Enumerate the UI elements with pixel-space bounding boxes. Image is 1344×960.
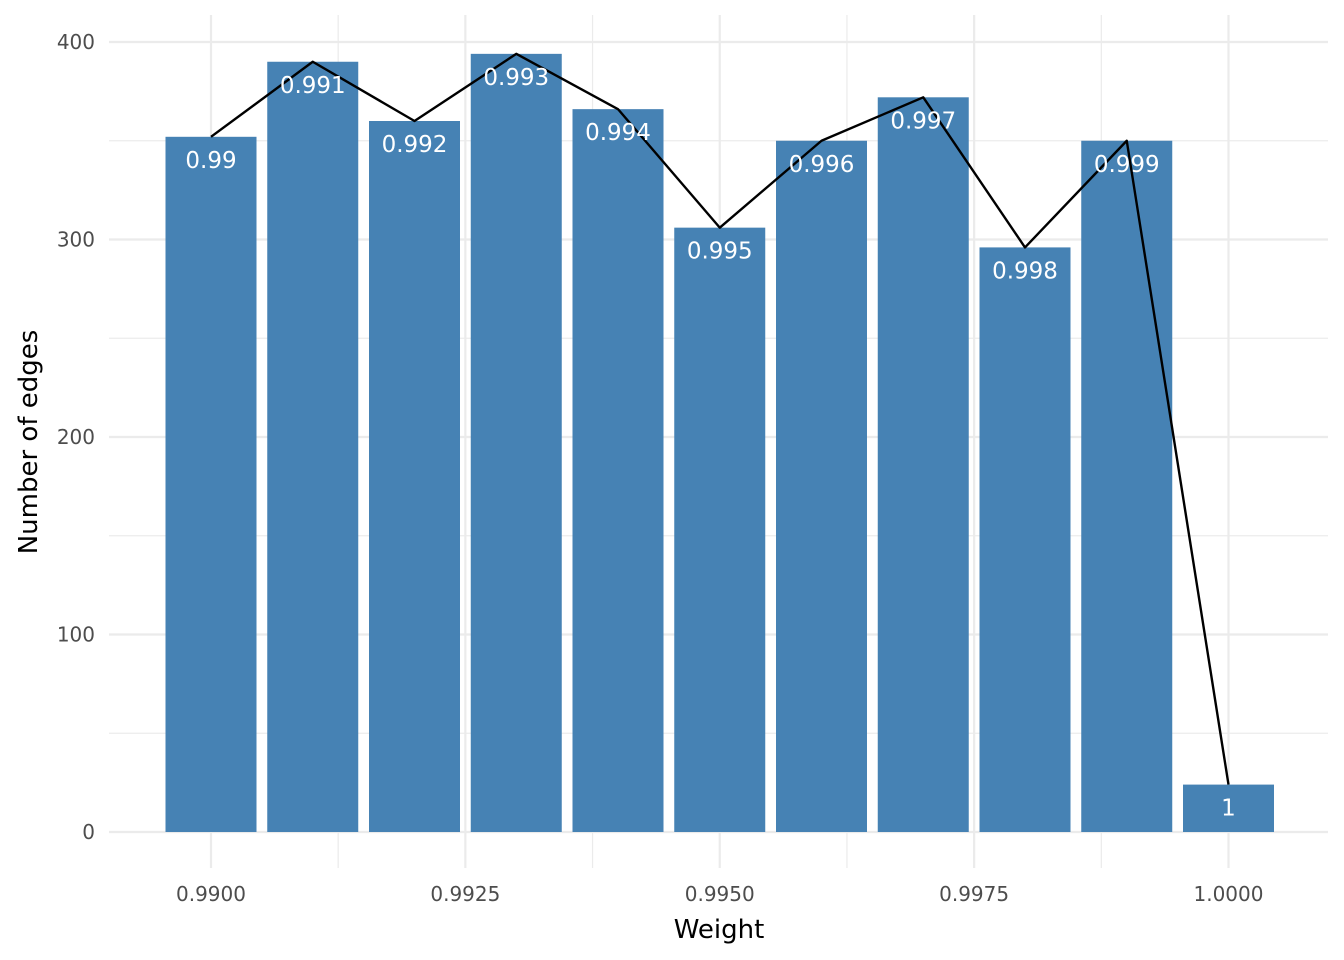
bar-value-label: 0.998 bbox=[992, 258, 1058, 284]
bar-value-label: 0.996 bbox=[789, 152, 855, 178]
bar bbox=[369, 121, 460, 832]
bar bbox=[267, 61, 359, 832]
bars bbox=[165, 53, 1274, 833]
tick-labels: 0 100 200 300 400 0.9900 0.9925 0.9950 0.9975 1.0… bbox=[57, 30, 1264, 906]
y-tick-label: 100 bbox=[57, 623, 95, 647]
x-tick-label: 0.9925 bbox=[430, 882, 500, 906]
trend-line bbox=[210, 52, 1230, 785]
bar bbox=[165, 136, 257, 833]
bar-value-label: 0.993 bbox=[483, 65, 549, 91]
bar bbox=[979, 247, 1071, 832]
trend-line-path bbox=[210, 52, 1230, 785]
y-tick-label: 300 bbox=[57, 228, 95, 252]
bar-labels: 0.99 0.991 0.992 0.993 0.994 0.995 0.996 0.997 0… bbox=[185, 65, 1235, 822]
x-axis-title: Weight bbox=[674, 915, 765, 945]
y-tick-label: 0 bbox=[82, 820, 95, 844]
bar bbox=[1183, 784, 1274, 832]
x-tick-label: 0.9900 bbox=[176, 882, 246, 906]
bar-value-label: 0.997 bbox=[890, 108, 956, 134]
bar bbox=[674, 227, 766, 832]
bar-value-label: 0.995 bbox=[687, 239, 753, 265]
bar bbox=[572, 109, 664, 832]
bar-value-label: 0.999 bbox=[1094, 152, 1160, 178]
y-axis-title: Number of edges bbox=[14, 330, 44, 555]
bar-value-label: 0.992 bbox=[382, 132, 448, 158]
bar-value-label: 0.994 bbox=[585, 120, 651, 146]
x-tick-label: 0.9975 bbox=[939, 882, 1009, 906]
y-tick-label: 400 bbox=[57, 30, 95, 54]
bar bbox=[776, 140, 867, 832]
bar-value-label: 0.991 bbox=[280, 73, 346, 99]
y-tick-label: 200 bbox=[57, 425, 95, 449]
bar-value-label: 1 bbox=[1221, 796, 1236, 822]
x-tick-label: 0.9950 bbox=[685, 882, 755, 906]
bar bbox=[470, 53, 562, 833]
bar-value-label: 0.99 bbox=[185, 148, 236, 174]
bar bbox=[877, 97, 969, 833]
bar bbox=[1081, 140, 1173, 832]
x-tick-label: 1.0000 bbox=[1194, 882, 1264, 906]
